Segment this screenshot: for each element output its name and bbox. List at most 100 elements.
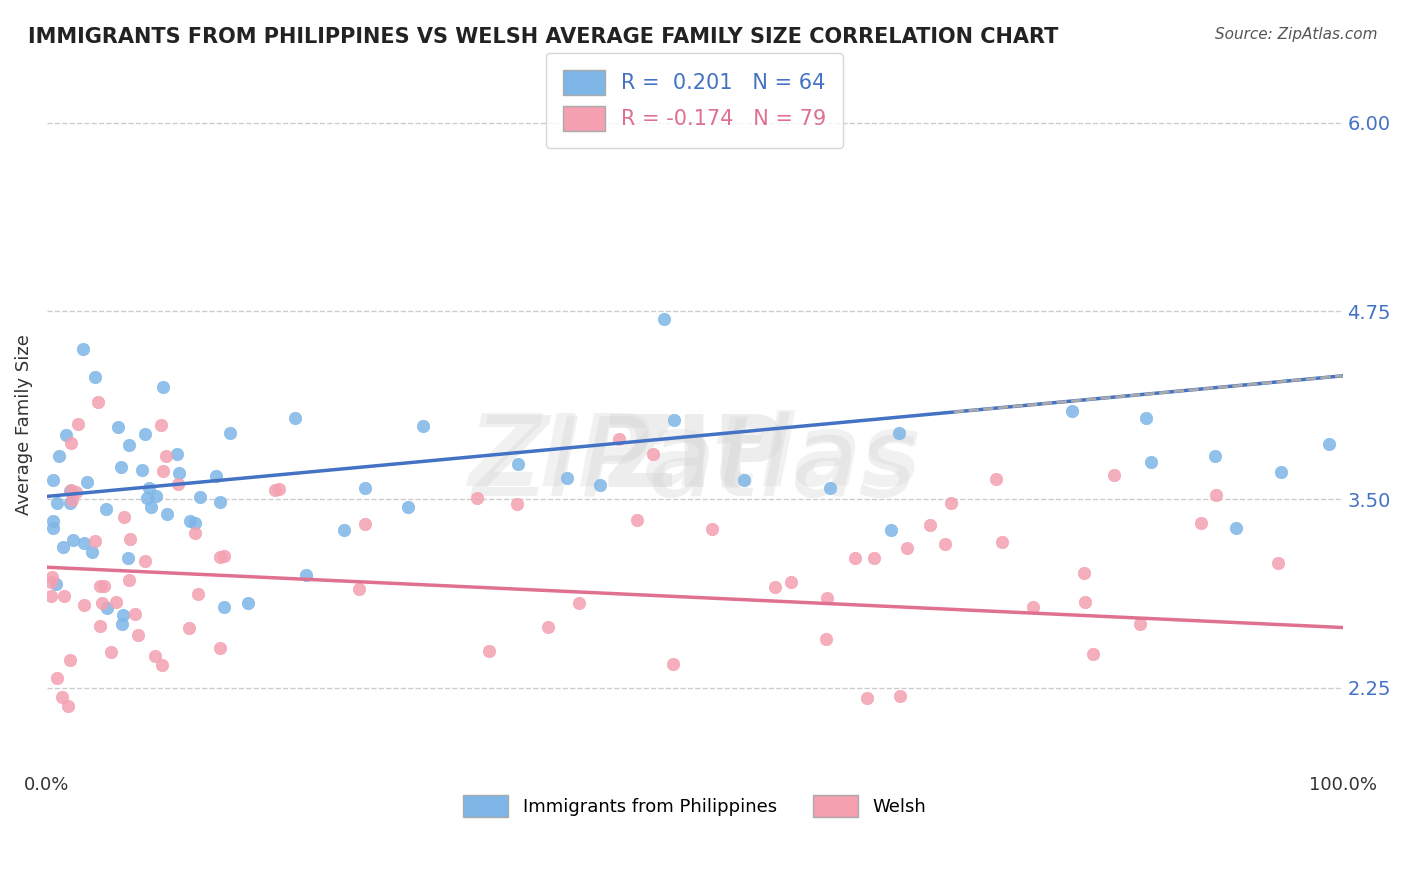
Text: Source: ZipAtlas.com: Source: ZipAtlas.com xyxy=(1215,27,1378,42)
Point xyxy=(205,469,228,483)
Point xyxy=(73,535,96,549)
Point xyxy=(1270,465,1292,479)
Point xyxy=(100,645,122,659)
Legend: Immigrants from Philippines, Welsh: Immigrants from Philippines, Welsh xyxy=(456,788,934,824)
Point xyxy=(134,427,156,442)
Point xyxy=(238,596,260,610)
Point xyxy=(107,420,129,434)
Point xyxy=(55,428,77,442)
Point xyxy=(187,587,209,601)
Point xyxy=(145,489,167,503)
Point xyxy=(567,596,589,610)
Point xyxy=(112,608,135,623)
Point xyxy=(652,311,675,326)
Point xyxy=(152,464,174,478)
Point xyxy=(117,550,139,565)
Point xyxy=(209,495,232,509)
Point xyxy=(856,691,879,706)
Point xyxy=(59,496,82,510)
Point xyxy=(991,534,1014,549)
Point xyxy=(295,568,318,582)
Text: IMMIGRANTS FROM PHILIPPINES VS WELSH AVERAGE FAMILY SIZE CORRELATION CHART: IMMIGRANTS FROM PHILIPPINES VS WELSH AVE… xyxy=(28,27,1059,46)
Point xyxy=(84,370,107,384)
Point xyxy=(609,432,631,446)
Point xyxy=(104,595,127,609)
Point xyxy=(48,449,70,463)
Point xyxy=(269,482,291,496)
Point xyxy=(702,522,724,536)
Point xyxy=(127,628,149,642)
Point xyxy=(347,582,370,596)
Point xyxy=(131,463,153,477)
Point xyxy=(1128,617,1150,632)
Point xyxy=(89,579,111,593)
Point xyxy=(354,517,377,532)
Point xyxy=(218,426,240,441)
Point xyxy=(87,395,110,409)
Point xyxy=(188,491,211,505)
Point xyxy=(1135,410,1157,425)
Point xyxy=(844,550,866,565)
Point xyxy=(134,554,156,568)
Point xyxy=(59,483,82,498)
Point xyxy=(52,540,75,554)
Point xyxy=(110,460,132,475)
Point xyxy=(506,497,529,511)
Point xyxy=(333,523,356,537)
Point xyxy=(1225,521,1247,535)
Point xyxy=(143,649,166,664)
Text: ZIPatlas: ZIPatlas xyxy=(472,412,917,519)
Point xyxy=(780,575,803,590)
Point xyxy=(183,525,205,540)
Point xyxy=(1022,600,1045,615)
Point xyxy=(73,598,96,612)
Point xyxy=(263,483,285,497)
Point xyxy=(465,491,488,506)
Point xyxy=(167,477,190,491)
Point xyxy=(150,658,173,673)
Point xyxy=(1205,488,1227,502)
Point xyxy=(396,500,419,514)
Point xyxy=(555,471,578,485)
Text: ZIPatlas: ZIPatlas xyxy=(468,410,921,508)
Point xyxy=(114,509,136,524)
Point xyxy=(1081,647,1104,661)
Point xyxy=(166,447,188,461)
Point xyxy=(212,549,235,564)
Point xyxy=(118,438,141,452)
Point xyxy=(1189,516,1212,530)
Point xyxy=(353,481,375,495)
Point xyxy=(208,640,231,655)
Point xyxy=(39,574,62,589)
Point xyxy=(662,657,685,671)
Point xyxy=(124,607,146,621)
Text: ZIP: ZIP xyxy=(603,410,786,508)
Point xyxy=(641,447,664,461)
Point xyxy=(1073,595,1095,609)
Point xyxy=(118,574,141,588)
Point xyxy=(45,577,67,591)
Point xyxy=(91,596,114,610)
Point xyxy=(184,516,207,530)
Point xyxy=(212,599,235,614)
Point xyxy=(155,449,177,463)
Point xyxy=(60,435,83,450)
Point xyxy=(76,475,98,490)
Point xyxy=(45,671,67,685)
Point xyxy=(80,545,103,559)
Point xyxy=(89,618,111,632)
Point xyxy=(52,589,75,603)
Point xyxy=(42,473,65,487)
Point xyxy=(1102,468,1125,483)
Point xyxy=(815,591,838,605)
Point xyxy=(889,426,911,441)
Point xyxy=(815,632,838,646)
Point xyxy=(94,502,117,516)
Point xyxy=(56,698,79,713)
Point xyxy=(508,457,530,471)
Point xyxy=(889,689,911,703)
Point xyxy=(39,589,62,603)
Point xyxy=(589,478,612,492)
Point xyxy=(152,380,174,394)
Point xyxy=(941,496,963,510)
